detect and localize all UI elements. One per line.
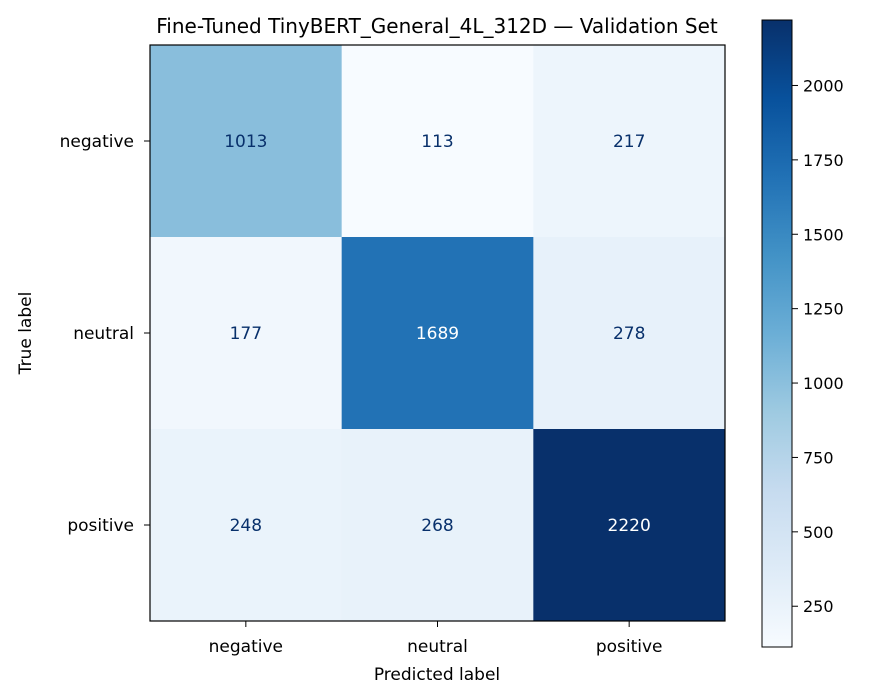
colorbar-tick-label: 250 xyxy=(803,597,834,616)
colorbar-tick-label: 1500 xyxy=(803,225,844,244)
cell-value-label: 2220 xyxy=(608,516,651,536)
heatmap-cell xyxy=(341,45,534,238)
x-axis-ticks: negative neutral positive xyxy=(209,621,663,657)
cell-value-label: 248 xyxy=(230,516,262,536)
cell-value-label: 278 xyxy=(613,324,645,344)
colorbar-ticks: 250 500 750 1000 1250 1500 1750 2000 xyxy=(792,76,844,616)
cell-value-label: 268 xyxy=(421,516,453,536)
cell-value-label: 1689 xyxy=(416,324,459,344)
colorbar-tick-label: 2000 xyxy=(803,76,844,95)
cell-value-label: 217 xyxy=(613,132,645,152)
cell-value-label: 1013 xyxy=(224,132,267,152)
y-tick-label: neutral xyxy=(73,324,134,344)
heatmap-cell xyxy=(150,429,343,622)
y-tick-label: negative xyxy=(60,132,134,152)
colorbar xyxy=(761,19,793,648)
heatmap-cell xyxy=(533,45,726,238)
heatmap-cell xyxy=(150,45,343,238)
colorbar-tick-label: 1000 xyxy=(803,374,844,393)
heatmap-cell xyxy=(341,429,534,622)
y-axis-ticks: negative neutral positive xyxy=(60,132,150,536)
y-axis-label: True label xyxy=(16,292,36,376)
colorbar-tick-label: 500 xyxy=(803,523,834,542)
chart-title: Fine-Tuned TinyBERT_General_4L_312D — Va… xyxy=(156,14,718,38)
x-tick-label: neutral xyxy=(407,637,468,657)
colorbar-tick-label: 1250 xyxy=(803,300,844,319)
heatmap-cell xyxy=(150,237,343,430)
x-tick-label: negative xyxy=(209,637,283,657)
heatmap-cell xyxy=(341,237,534,430)
heatmap-cells xyxy=(150,45,726,622)
heatmap-cell-labels: 1013 113 217 177 1689 278 248 268 2220 xyxy=(224,132,651,536)
x-axis-label: Predicted label xyxy=(374,665,500,685)
heatmap-cell xyxy=(533,237,726,430)
cell-value-label: 113 xyxy=(421,132,453,152)
colorbar-tick-label: 1750 xyxy=(803,151,844,170)
colorbar-tick-label: 750 xyxy=(803,448,834,467)
heatmap-cell xyxy=(533,429,726,622)
y-tick-label: positive xyxy=(67,516,134,536)
cell-value-label: 177 xyxy=(230,324,262,344)
x-tick-label: positive xyxy=(596,637,663,657)
